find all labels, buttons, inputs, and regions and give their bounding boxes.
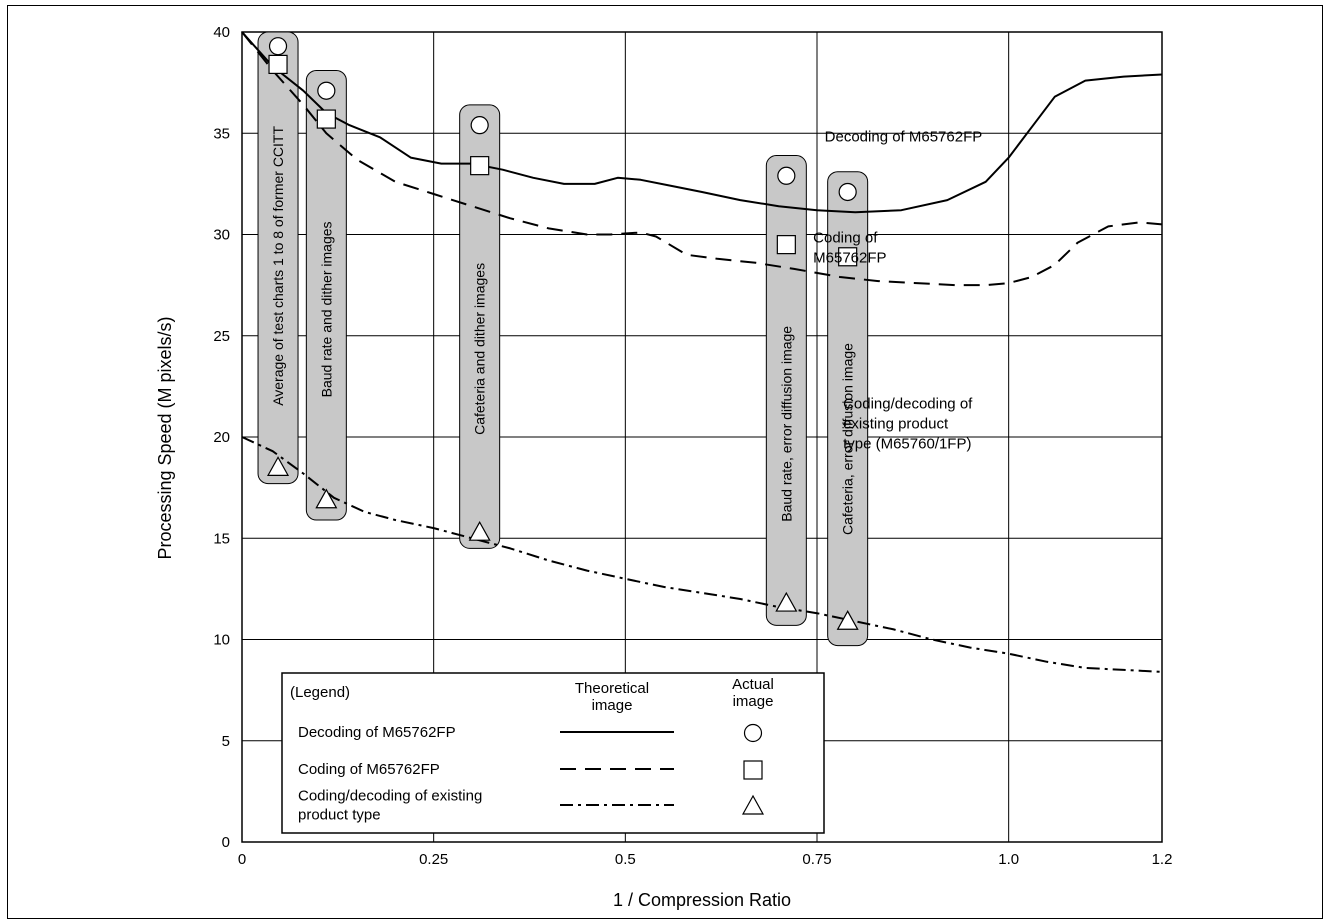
marker-decoding-4 — [838, 182, 857, 202]
marker-decoding-0 — [268, 37, 288, 56]
x-tick-label-0: 0 — [238, 851, 246, 868]
legend-col-theoretical-0: Theoretical — [575, 680, 649, 697]
actual-image-box-2 — [459, 104, 501, 549]
x-tick-label-2: 0.5 — [615, 851, 636, 868]
series-annotations: Decoding of M65762FP Coding of M65762FP Cod… — [813, 128, 982, 452]
actual-image-boxes: Average of test charts 1 to 8 of former … — [257, 31, 869, 647]
y-tick-label-1: 5 — [222, 733, 230, 750]
legend: (Legend) TheoreticalimageActualimageDecod… — [281, 672, 825, 834]
legend-entry-2-marker — [741, 794, 765, 815]
marker-existing-2 — [468, 520, 491, 541]
x-tick-label-1: 0.25 — [419, 851, 448, 868]
annotation-1-line-0: Coding of — [813, 230, 878, 247]
actual-image-label-1: Baud rate and dither images — [318, 221, 334, 397]
annotation-2-line-0: Coding/decoding of — [843, 396, 973, 413]
chart-frame — [7, 5, 1323, 919]
legend-title: (Legend) — [290, 684, 350, 701]
marker-decoding-3 — [777, 166, 796, 185]
y-tick-label-7: 35 — [213, 125, 230, 142]
legend-col-actual-1: image — [733, 693, 774, 710]
y-tick-label-4: 20 — [213, 429, 230, 446]
annotation-2-line-2: type (M65760/1FP) — [843, 436, 971, 453]
marker-existing-0 — [267, 456, 290, 476]
series-line-2 — [241, 436, 1163, 673]
y-axis-label: Processing Speed (M pixels/s) — [155, 316, 175, 559]
annotation-1-line-1: M65762FP — [813, 250, 886, 267]
legend-entry-1-label-0: Coding of M65762FP — [298, 761, 440, 778]
actual-image-label-2: Cafeteria and dither images — [472, 263, 488, 435]
marker-coding-2 — [470, 156, 490, 176]
actual-image-box-3 — [765, 155, 807, 626]
series-line-1 — [241, 31, 1163, 287]
marker-existing-3 — [775, 591, 798, 612]
legend-entry-2-label-1: product type — [298, 807, 381, 824]
actual-image-label-0: Average of test charts 1 to 8 of former … — [270, 126, 286, 406]
x-tick-label-5: 1.2 — [1152, 851, 1173, 868]
marker-coding-1 — [316, 109, 336, 129]
x-tick-label-4: 1.0 — [998, 851, 1019, 868]
y-tick-label-2: 10 — [213, 632, 230, 649]
y-tick-label-8: 40 — [213, 24, 230, 41]
actual-image-label-4: Cafeteria, error diffusion image — [840, 343, 856, 535]
legend-entry-2-label-0: Coding/decoding of existing — [298, 788, 482, 805]
y-tick-label-6: 30 — [213, 227, 230, 244]
x-axis-label: 1 / Compression Ratio — [613, 890, 791, 910]
annotation-0-line-0: Decoding of M65762FP — [825, 128, 983, 145]
actual-image-label-3: Baud rate, error diffusion image — [778, 326, 794, 522]
y-tick-label-3: 15 — [213, 530, 230, 547]
actual-image-box-4 — [827, 171, 869, 647]
legend-entry-0-marker — [743, 723, 763, 743]
y-tick-label-5: 25 — [213, 328, 230, 345]
legend-entry-0-label-0: Decoding of M65762FP — [298, 724, 456, 741]
legend-box — [281, 672, 825, 834]
annotation-2-line-1: existing product — [843, 416, 949, 433]
marker-existing-1 — [315, 488, 338, 509]
marker-coding-4 — [838, 247, 858, 267]
x-tick-label-3: 0.75 — [802, 851, 831, 868]
actual-image-box-1 — [305, 69, 347, 521]
actual-image-box-0 — [257, 31, 299, 485]
marker-coding-3 — [776, 235, 796, 255]
marker-coding-0 — [268, 54, 288, 75]
marker-existing-4 — [836, 610, 859, 630]
marker-decoding-2 — [470, 116, 489, 135]
grid-layer — [241, 31, 1163, 843]
marker-decoding-1 — [317, 81, 336, 100]
legend-col-theoretical-1: image — [592, 697, 633, 714]
series-lines — [241, 31, 1163, 673]
actual-image-markers — [267, 37, 859, 630]
tick-labels: 0 0.25 0.5 0.75 1.0 1.2 0 5 10 15 20 25 30 35 40 — [213, 24, 1172, 868]
legend-entry-1-marker — [743, 760, 763, 780]
legend-col-actual-0: Actual — [732, 676, 774, 693]
series-line-0 — [241, 31, 1163, 214]
y-tick-label-0: 0 — [222, 834, 230, 851]
